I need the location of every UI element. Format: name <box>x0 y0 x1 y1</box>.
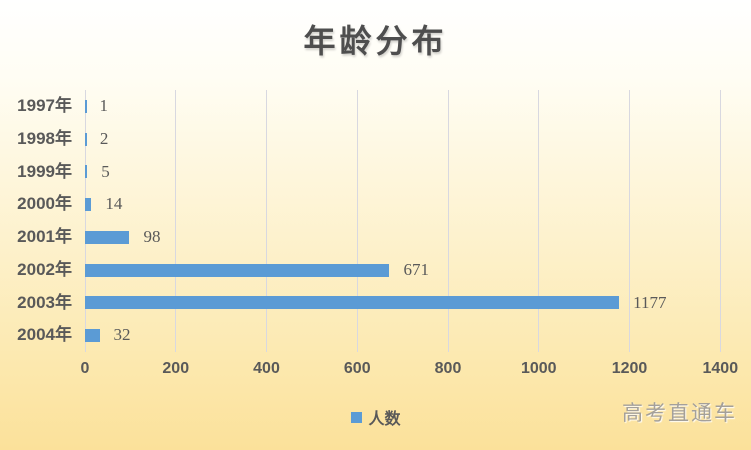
category-label: 2001年 <box>17 227 72 246</box>
value-label: 1177 <box>633 292 667 312</box>
legend-label: 人数 <box>368 411 401 428</box>
bar-2004年 <box>85 329 100 343</box>
value-label: 5 <box>101 161 110 181</box>
x-tick-label: 0 <box>80 360 90 377</box>
x-tick-label: 600 <box>343 360 371 377</box>
gridline-x-1400 <box>719 90 721 352</box>
watermark: 高考直通车 <box>622 402 737 425</box>
gridline-x-0 <box>84 90 86 352</box>
gridline-x-1200 <box>629 90 631 352</box>
bar-2002年 <box>85 263 390 277</box>
category-label: 2002年 <box>17 259 72 279</box>
category-label: 1997年 <box>17 96 72 115</box>
x-tick-label: 200 <box>162 360 190 377</box>
value-label: 98 <box>143 227 161 246</box>
chart-title: 年龄分布 <box>303 23 448 59</box>
gridline-x-1000 <box>538 90 540 352</box>
x-tick-label: 1000 <box>520 360 557 377</box>
bar-1998年 <box>85 132 87 146</box>
value-label: 1 <box>99 96 108 115</box>
value-label: 671 <box>403 259 429 279</box>
bar-2003年 <box>85 296 620 310</box>
legend-swatch-icon <box>350 411 362 423</box>
category-label: 2003年 <box>17 292 72 312</box>
category-label: 2004年 <box>17 325 72 345</box>
category-label: 2000年 <box>17 194 72 214</box>
bar-2000年 <box>85 198 92 212</box>
gridline-x-600 <box>356 90 358 352</box>
x-tick-label: 1400 <box>702 360 739 377</box>
bar-1999年 <box>85 165 88 179</box>
category-label: 1999年 <box>17 161 72 181</box>
gridline-x-200 <box>175 90 177 352</box>
bar-2001年 <box>85 230 130 244</box>
x-tick-label: 800 <box>434 360 462 377</box>
gridline-x-400 <box>266 90 267 352</box>
x-tick-label: 1200 <box>611 360 648 377</box>
gridline-x-800 <box>447 90 449 352</box>
category-label: 1998年 <box>17 128 72 148</box>
value-label: 32 <box>113 325 131 345</box>
x-tick-label: 400 <box>253 360 280 377</box>
value-label: 2 <box>99 128 109 148</box>
legend: 人数 <box>350 405 401 429</box>
value-label: 14 <box>105 194 123 214</box>
bar-1997年 <box>85 99 87 113</box>
